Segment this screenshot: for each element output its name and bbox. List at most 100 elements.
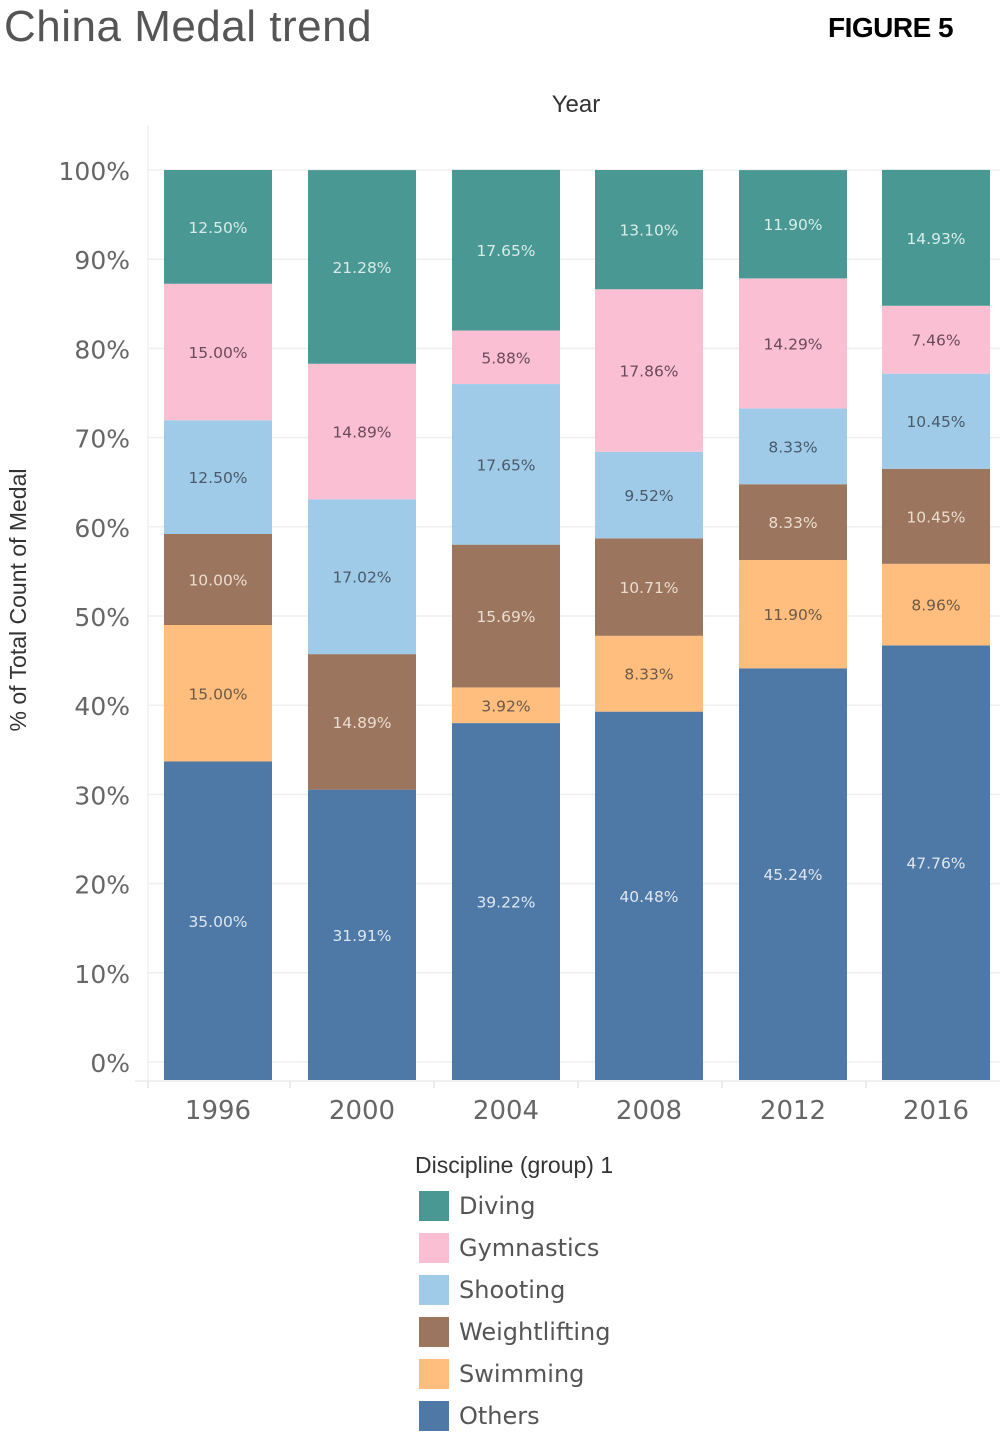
data-label: 14.93% (906, 230, 965, 248)
bar-segment-others-2004[interactable] (452, 723, 560, 1080)
data-labels: 35.00% 15.00% 10.00% 12.50% 15.00% 12.50% 31.9… (188, 216, 965, 945)
data-label: 14.29% (763, 335, 822, 353)
bar-segment-diving-2012[interactable] (739, 170, 847, 279)
y-tick-label: 10% (74, 960, 130, 989)
data-label: 15.00% (188, 344, 247, 362)
bar-segment-gymnastics-2004[interactable] (452, 330, 560, 385)
data-label: 14.89% (332, 423, 391, 441)
legend-item-weightlifting[interactable]: Weightlifting (415, 1311, 613, 1353)
bar-segment-shooting-2000[interactable] (308, 499, 416, 655)
data-label: 17.02% (332, 569, 391, 587)
chart-title: China Medal trend (4, 2, 373, 51)
data-label: 31.91% (332, 927, 391, 945)
bar-segment-others-2012[interactable] (739, 668, 847, 1080)
bar-segment-weightlifting-2012[interactable] (739, 484, 847, 561)
gridlines (135, 125, 1000, 1082)
data-label: 8.96% (911, 597, 960, 615)
bar-segment-shooting-1996[interactable] (164, 420, 272, 534)
bar-segment-gymnastics-2000[interactable] (308, 363, 416, 500)
data-label: 8.33% (768, 438, 817, 456)
bar-segment-weightlifting-2016[interactable] (882, 468, 990, 564)
x-tick-label: 2000 (329, 1096, 395, 1126)
legend-item-others[interactable]: Others (415, 1395, 613, 1437)
y-tick-label: 70% (74, 425, 130, 454)
bar-segment-shooting-2012[interactable] (739, 408, 847, 485)
data-label: 10.71% (619, 579, 678, 597)
bar-segment-others-2016[interactable] (882, 645, 990, 1080)
legend-swatch (419, 1233, 449, 1263)
x-tick-label: 2016 (903, 1096, 969, 1126)
data-label: 12.50% (188, 219, 247, 237)
legend-item-diving[interactable]: Diving (415, 1185, 613, 1227)
data-label: 3.92% (481, 697, 530, 715)
y-tick-label: 30% (74, 781, 130, 810)
y-tick-label: 90% (74, 246, 130, 275)
data-label: 9.52% (624, 487, 673, 505)
y-tick-label: 0% (90, 1049, 130, 1078)
data-label: 15.69% (476, 608, 535, 626)
y-tick-label: 80% (74, 335, 130, 364)
bar-segment-shooting-2016[interactable] (882, 373, 990, 469)
bar-segment-diving-1996[interactable] (164, 170, 272, 284)
bar-segment-others-2000[interactable] (308, 789, 416, 1080)
x-tick-label: 2004 (473, 1096, 539, 1126)
bar-segment-weightlifting-2004[interactable] (452, 544, 560, 688)
data-label: 11.90% (763, 606, 822, 624)
data-label: 10.45% (906, 413, 965, 431)
data-label: 35.00% (188, 913, 247, 931)
legend-item-gymnastics[interactable]: Gymnastics (415, 1227, 613, 1269)
data-label: 7.46% (911, 332, 960, 350)
x-axis-ticks: 1996 2000 2004 2008 2012 2016 (147, 1081, 969, 1126)
x-axis-title: Year (552, 91, 601, 118)
bar-segment-swimming-2012[interactable] (739, 560, 847, 669)
legend-swatch (419, 1359, 449, 1389)
bar-segment-others-2008[interactable] (595, 711, 703, 1080)
bar-segment-weightlifting-2008[interactable] (595, 538, 703, 636)
bar-segment-shooting-2008[interactable] (595, 451, 703, 539)
data-label: 45.24% (763, 866, 822, 884)
legend-item-shooting[interactable]: Shooting (415, 1269, 613, 1311)
data-label: 8.33% (624, 666, 673, 684)
bar-segment-others-1996[interactable] (164, 761, 272, 1081)
y-axis-ticks: 0% 10% 20% 30% 40% 50% 60% 70% 80% 90% 100% (59, 157, 130, 1078)
data-label: 39.22% (476, 894, 535, 912)
bar-segment-diving-2004[interactable] (452, 169, 560, 331)
data-label: 21.28% (332, 259, 391, 277)
legend-item-swimming[interactable]: Swimming (415, 1353, 613, 1395)
y-tick-label: 40% (74, 692, 130, 721)
data-label: 8.33% (768, 514, 817, 532)
bar-segment-diving-2016[interactable] (882, 169, 990, 306)
stacked-bar-chart: 0% 10% 20% 30% 40% 50% 60% 70% 80% 90% 100% 35.00%… (5, 91, 1000, 1126)
legend-label: Diving (459, 1192, 536, 1220)
legend-swatch (419, 1317, 449, 1347)
bar-segment-weightlifting-2000[interactable] (308, 654, 416, 790)
data-label: 40.48% (619, 888, 678, 906)
bar-segment-swimming-1996[interactable] (164, 625, 272, 762)
data-label: 10.00% (188, 572, 247, 590)
bar-segment-gymnastics-2012[interactable] (739, 278, 847, 409)
x-tick-label: 2008 (616, 1096, 682, 1126)
data-label: 12.50% (188, 469, 247, 487)
bar-segment-diving-2008[interactable] (595, 170, 703, 290)
bar-segment-gymnastics-1996[interactable] (164, 283, 272, 421)
legend-label: Shooting (459, 1276, 566, 1304)
data-label: 13.10% (619, 222, 678, 240)
bar-segment-weightlifting-1996[interactable] (164, 534, 272, 625)
y-tick-label: 20% (74, 871, 130, 900)
data-label: 17.86% (619, 362, 678, 380)
legend-title: Discipline (group) 1 (415, 1152, 614, 1178)
legend-label: Others (459, 1402, 540, 1430)
bar-segment-swimming-2008[interactable] (595, 635, 703, 712)
bar-segment-swimming-2016[interactable] (882, 563, 990, 646)
data-label: 5.88% (481, 349, 530, 367)
data-label: 17.65% (476, 456, 535, 474)
bar-segment-gymnastics-2008[interactable] (595, 289, 703, 452)
bar-segment-swimming-2004[interactable] (452, 687, 560, 724)
bar-segment-shooting-2004[interactable] (452, 384, 560, 545)
figure-label: FIGURE 5 (828, 12, 954, 43)
data-label: 10.45% (906, 508, 965, 526)
bar-segment-diving-2000[interactable] (308, 170, 416, 364)
data-label: 17.65% (476, 242, 535, 260)
legend-label: Swimming (459, 1360, 585, 1388)
bar-segment-gymnastics-2016[interactable] (882, 305, 990, 374)
